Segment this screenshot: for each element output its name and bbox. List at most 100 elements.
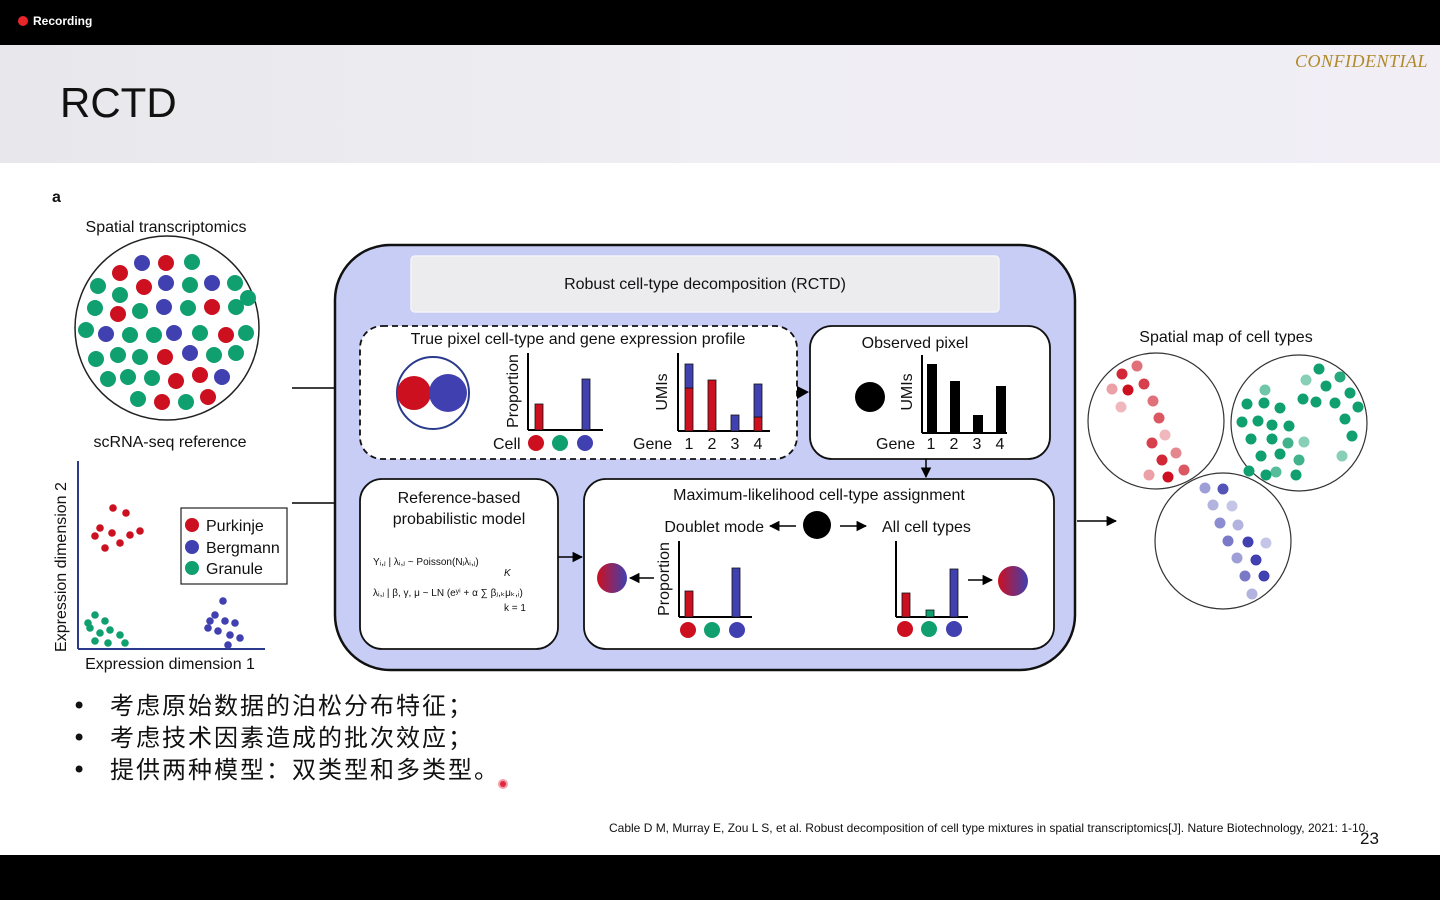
map-purkinje-dot (1116, 368, 1128, 380)
formula-sum-top: K (504, 568, 512, 579)
reference-model-line2: probabilistic model (393, 511, 526, 528)
bergmann-cluster-dot (224, 641, 232, 649)
rctd-title-box (410, 255, 1000, 313)
legend-granule-swatch (185, 561, 199, 575)
spatial-cell-dot (87, 300, 103, 316)
bergmann-cluster-dot (206, 617, 214, 625)
map-granule-dot (1300, 374, 1312, 386)
map-granule-dot (1252, 415, 1264, 427)
full-mixture-icon (998, 566, 1028, 596)
true-gene3-bergmann (730, 414, 740, 432)
spatial-cell-dot (218, 327, 234, 343)
spatial-cell-dot (100, 371, 116, 387)
mle-proportion-label: Proportion (656, 542, 673, 616)
purkinje-cluster-dot (136, 527, 144, 535)
slide-title: RCTD (60, 79, 177, 126)
reference-model-line1: Reference-based (398, 490, 521, 507)
map-purkinje-dot (1143, 469, 1155, 481)
observed-umis-label: UMIs (899, 373, 916, 410)
map-granule-dot (1320, 380, 1332, 392)
purkinje-cluster-dot (108, 529, 116, 537)
spatial-cell-dot (110, 306, 126, 322)
scrna-dots (84, 504, 244, 649)
proportion-bar-bergmann (581, 378, 591, 431)
panel-label: a (52, 189, 61, 206)
spatial-cell-dot (182, 277, 198, 293)
doublet-mode-label: Doublet mode (664, 519, 764, 536)
laser-pointer-cursor (498, 779, 508, 789)
citation: Cable D M, Murray E, Zou L S, et al. Rob… (609, 821, 1369, 835)
spatial-cell-dot (214, 369, 230, 385)
map-purkinje-dot (1162, 471, 1174, 483)
spatial-cell-dot (136, 279, 152, 295)
map-granule-dot (1270, 466, 1282, 478)
map-granule-dot (1310, 396, 1322, 408)
full-tick-purkinje (897, 621, 913, 637)
map-bergmann-dot (1258, 570, 1270, 582)
map-granule-dot (1336, 450, 1348, 462)
map-granule-dot (1313, 363, 1325, 375)
granule-cluster-dot (91, 637, 99, 645)
map-purkinje-dot (1106, 383, 1118, 395)
map-bergmann-dot (1214, 517, 1226, 529)
true-gene1-purkinje (684, 387, 694, 432)
map-bergmann-dot (1232, 519, 1244, 531)
map-granule-dot (1255, 450, 1267, 462)
spatial-transcriptomics-label: Spatial transcriptomics (86, 219, 247, 236)
map-granule-dot (1283, 420, 1295, 432)
spatial-map-label: Spatial map of cell types (1139, 329, 1312, 346)
bergmann-cell-icon (429, 374, 467, 412)
map-bergmann-dot (1246, 588, 1258, 600)
observed-pixel-title: Observed pixel (862, 335, 969, 352)
mle-pixel-dot (803, 511, 831, 539)
cell-label: Cell (493, 436, 521, 453)
x-axis-label: Expression dimension 1 (85, 656, 255, 673)
spatial-cell-dot (158, 275, 174, 291)
map-bergmann-dot (1222, 535, 1234, 547)
map-purkinje-dot (1153, 412, 1165, 424)
true-gene2-purkinje (707, 379, 717, 432)
full-bar-bergmann (949, 568, 959, 618)
bullet-list: 考虑原始数据的泊松分布特征； 考虑技术因素造成的批次效应； 提供两种模型：双类型… (72, 690, 500, 786)
true-gene-label: Gene (633, 436, 672, 453)
spatial-cell-dot (158, 255, 174, 271)
spatial-cell-dot (238, 325, 254, 341)
spatial-cell-dot (110, 347, 126, 363)
map-purkinje-dot (1122, 384, 1134, 396)
map-purkinje-dot (1159, 429, 1171, 441)
map-bergmann-dot (1231, 552, 1243, 564)
map-granule-dot (1245, 433, 1257, 445)
doublet-tick-granule (704, 622, 720, 638)
map-granule-dot (1346, 430, 1358, 442)
full-tick-granule (921, 621, 937, 637)
formula-poisson: Yᵢ,ⱼ | λᵢ,ⱼ ~ Poisson(Nⱼλᵢ,ⱼ) (373, 557, 479, 568)
spatial-cell-dot (112, 265, 128, 281)
true-gene4-bergmann (753, 383, 763, 418)
map-bergmann-dot (1199, 482, 1211, 494)
spatial-cell-dot (154, 394, 170, 410)
true-gene-tick-2: 2 (708, 436, 717, 453)
map-granule-dot (1258, 397, 1270, 409)
map-granule-dot (1297, 393, 1309, 405)
full-tick-bergmann (946, 621, 962, 637)
map-granule-dot (1274, 448, 1286, 460)
slide: RCTD CONFIDENTIAL a Spatial transcriptom… (0, 45, 1440, 855)
proportion-label: Proportion (505, 354, 522, 428)
recording-indicator[interactable]: Recording (18, 14, 92, 28)
map-granule-dot (1339, 413, 1351, 425)
granule-cluster-dot (91, 611, 99, 619)
spatial-cell-dot (120, 369, 136, 385)
observed-gene-tick-4: 4 (996, 436, 1005, 453)
spatial-cell-dot (192, 325, 208, 341)
map-dots (1106, 360, 1364, 600)
true-gene4-purkinje (753, 416, 763, 432)
map-bergmann-dot (1207, 499, 1219, 511)
bergmann-cluster-dot (204, 624, 212, 632)
full-bar-purkinje (901, 592, 911, 618)
granule-cluster-dot (104, 639, 112, 647)
spatial-cell-dot (90, 278, 106, 294)
map-granule-dot (1243, 465, 1255, 477)
recording-bar: Recording (0, 0, 1440, 45)
bullet-item: 考虑原始数据的泊松分布特征； (72, 690, 500, 722)
purkinje-cluster-dot (122, 509, 130, 517)
